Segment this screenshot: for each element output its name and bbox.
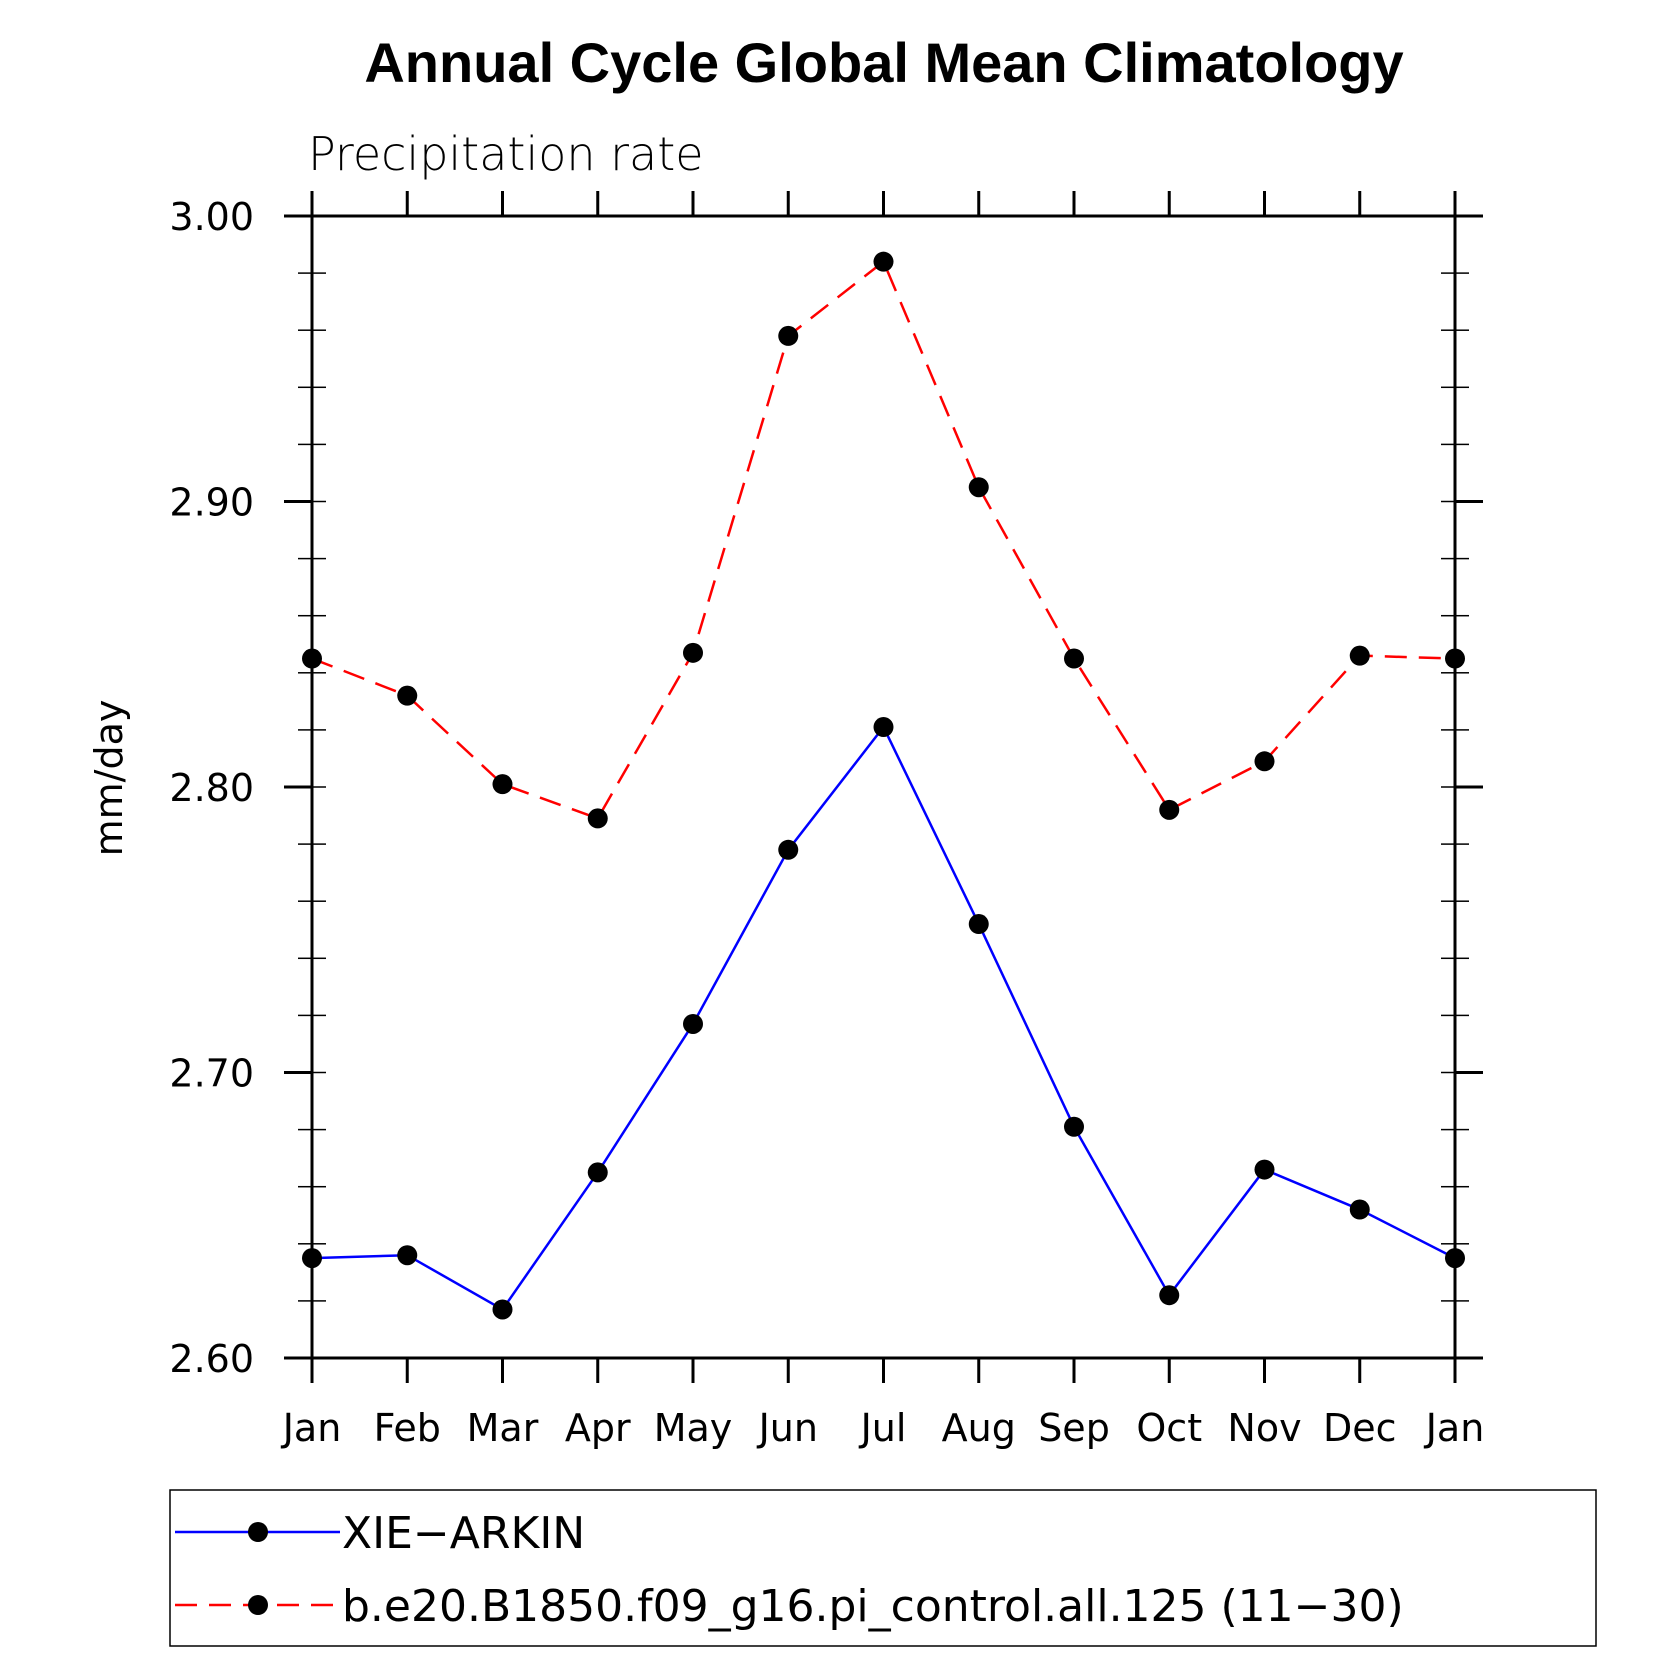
chart-subtitle: Precipitation rate	[308, 127, 704, 181]
legend-label-series-1: b.e20.B1850.f09_g16.pi_control.all.125 (…	[342, 1581, 1404, 1632]
x-tick-label: Jan	[1424, 1406, 1485, 1450]
plot-frame	[310, 214, 1457, 1360]
x-tick-label: Mar	[467, 1406, 539, 1450]
data-point-series-0	[873, 717, 894, 738]
y-tick-label: 2.80	[169, 766, 254, 810]
x-tick-label: Nov	[1227, 1406, 1301, 1450]
axis-ticks	[284, 191, 1483, 1383]
data-point-series-1	[873, 251, 894, 272]
x-tick-label: May	[654, 1406, 733, 1450]
data-point-series-0	[1349, 1199, 1370, 1220]
legend-label-series-0: XIE−ARKIN	[342, 1508, 585, 1559]
data-point-series-1	[683, 642, 703, 663]
x-tick-label: Jun	[757, 1406, 818, 1450]
y-tick-label: 3.00	[169, 195, 254, 239]
data-point-series-0	[1064, 1116, 1084, 1137]
series-line-0	[311, 724, 1456, 1312]
data-point-series-0	[1445, 1248, 1465, 1269]
x-tick-labels: Jan Feb Mar Apr May Jun Jul Aug Sep Oct Nov Dec Jan	[281, 1406, 1485, 1450]
y-tick-labels: 2.60 2.70 2.80 2.90 3.00	[169, 195, 254, 1381]
data-point-series-0	[683, 1013, 703, 1034]
data-point-series-0	[587, 1162, 608, 1183]
legend-marker-series-0	[248, 1522, 268, 1542]
legend: XIE−ARKIN b.e20.B1850.f09_g16.pi_control…	[169, 1489, 1597, 1647]
x-tick-label: Sep	[1038, 1406, 1110, 1450]
data-point-series-1	[302, 648, 322, 669]
chart-title: Annual Cycle Global Mean Climatology	[364, 31, 1403, 94]
data-point-series-1	[492, 774, 513, 795]
x-tick-label: Jul	[859, 1406, 907, 1450]
y-axis-label: mm/day	[87, 700, 131, 857]
data-point-series-1	[1445, 648, 1465, 669]
data-point-series-1	[1349, 645, 1370, 666]
y-tick-label: 2.60	[169, 1337, 254, 1381]
x-tick-label: Feb	[374, 1406, 441, 1450]
data-point-series-0	[1254, 1159, 1275, 1180]
x-tick-label: Jan	[281, 1406, 342, 1450]
legend-box	[169, 1489, 1597, 1647]
data-point-series-0	[778, 839, 799, 860]
data-point-series-0	[302, 1248, 322, 1269]
data-point-series-1	[587, 808, 608, 829]
data-point-series-1	[1159, 799, 1180, 820]
data-point-series-1	[778, 325, 799, 346]
x-tick-label: Apr	[565, 1406, 631, 1450]
x-tick-label: Aug	[942, 1406, 1016, 1450]
x-tick-label: Dec	[1323, 1406, 1397, 1450]
data-point-series-1	[397, 685, 418, 706]
data-point-series-1	[1254, 751, 1275, 772]
legend-marker-series-1	[248, 1595, 268, 1615]
data-point-series-0	[492, 1299, 513, 1320]
data-point-series-1	[1064, 648, 1084, 669]
data-point-series-0	[968, 914, 989, 935]
data-point-series-1	[968, 477, 989, 498]
data-point-series-0	[397, 1245, 418, 1266]
x-tick-label: Oct	[1136, 1406, 1202, 1450]
y-tick-label: 2.90	[169, 481, 254, 525]
y-tick-label: 2.70	[169, 1052, 254, 1096]
series-layer	[302, 251, 1465, 1320]
data-point-series-0	[1159, 1285, 1180, 1306]
